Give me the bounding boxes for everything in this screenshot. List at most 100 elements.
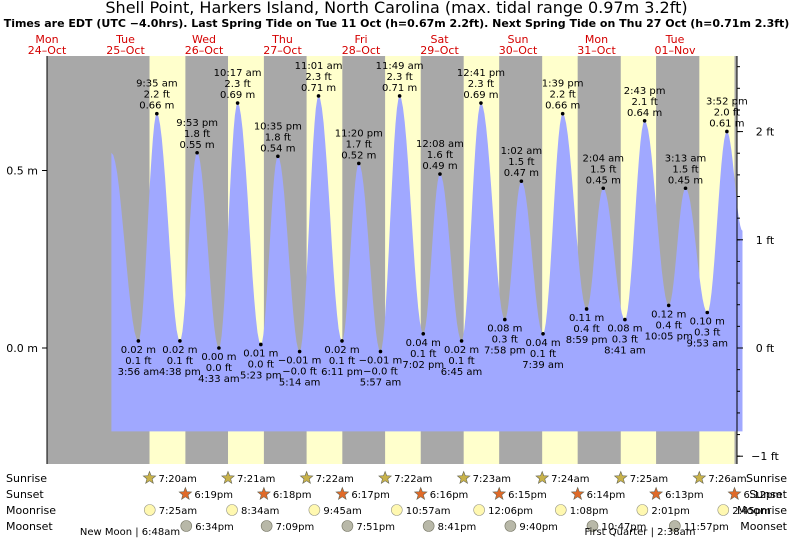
- astro-row-label-right: Sunrise: [746, 472, 787, 485]
- high-tide-point: [397, 94, 402, 98]
- moonset-time: 8:41pm: [438, 522, 477, 533]
- low-tide-point: [378, 349, 383, 354]
- low-tide-time: 9:53 am: [687, 339, 729, 350]
- high-tide-feet: 2.3 ft: [386, 72, 412, 83]
- low-tide-feet: 0.3 ft: [612, 335, 638, 346]
- high-tide-point: [683, 186, 688, 191]
- high-tide-point: [479, 101, 483, 105]
- low-tide-metres: 0.11 m: [569, 313, 604, 324]
- low-tide-point: [623, 317, 627, 322]
- sunset-time: 6:17pm: [351, 490, 390, 501]
- astro-row-label-right: Moonrise: [737, 504, 787, 517]
- moonset-icon: [422, 520, 435, 532]
- high-tide-metres: 0.69 m: [220, 90, 255, 101]
- day-date-label: 26–Oct: [185, 44, 224, 57]
- low-tide-feet: 0.1 ft: [125, 356, 151, 367]
- astro-row-label-right: Sunset: [749, 488, 787, 501]
- sunrise-icon: [142, 470, 157, 484]
- right-axis-label: 2 ft: [756, 126, 775, 139]
- low-tide-time: 8:41 am: [604, 346, 646, 357]
- moonrise-icon: [473, 504, 485, 516]
- moonset-icon: [341, 520, 354, 532]
- low-tide-time: 6:11 pm: [321, 367, 363, 378]
- moonset-icon: [180, 520, 193, 532]
- low-tide-feet: 0.1 ft: [167, 356, 193, 367]
- low-tide-point: [297, 349, 302, 354]
- low-tide-time: 3:56 am: [118, 367, 160, 378]
- high-tide-point: [357, 161, 361, 166]
- high-tide-feet: 2.3 ft: [224, 79, 250, 90]
- sunset-icon: [178, 486, 193, 500]
- tide-area: [111, 96, 743, 432]
- moonrise-time: 12:06pm: [488, 506, 533, 517]
- sunset-time: 6:15pm: [508, 490, 547, 501]
- right-axis-label: 0 ft: [756, 342, 775, 355]
- right-axis-label: 1 ft: [756, 234, 775, 247]
- low-tide-time: 7:02 pm: [402, 360, 444, 371]
- sunrise-time: 7:25am: [630, 474, 668, 485]
- high-tide-metres: 0.45 m: [668, 175, 703, 186]
- high-tide-time: 11:20 pm: [335, 128, 383, 139]
- moonrise-time: 7:25am: [159, 506, 197, 517]
- day-name-label: Mon: [35, 33, 58, 46]
- sunrise-time: 7:20am: [159, 474, 197, 485]
- high-tide-feet: 1.8 ft: [265, 132, 291, 143]
- moonrise-icon: [390, 504, 403, 516]
- low-tide-metres: −0.01 m: [359, 356, 403, 367]
- low-tide-metres: −0.01 m: [278, 356, 322, 367]
- low-tide-point: [136, 339, 141, 343]
- high-tide-point: [725, 129, 729, 134]
- low-tide-point: [259, 342, 263, 347]
- moonrise-time: 10:57am: [406, 506, 451, 517]
- high-tide-metres: 0.66 m: [139, 101, 174, 112]
- sunrise-icon: [613, 470, 628, 484]
- low-tide-time: 7:39 am: [522, 360, 564, 371]
- moonset-time: 11:57pm: [684, 522, 729, 533]
- high-tide-metres: 0.49 m: [422, 161, 457, 172]
- high-tide-metres: 0.55 m: [179, 140, 214, 151]
- sunset-time: 6:19pm: [194, 490, 233, 501]
- day-name-label: Tue: [115, 33, 135, 46]
- sunset-icon: [492, 486, 507, 500]
- moonset-icon: [260, 520, 273, 532]
- high-tide-feet: 2.3 ft: [305, 72, 331, 83]
- low-tide-metres: 0.02 m: [121, 345, 156, 356]
- astro-row-label-left: Moonrise: [6, 504, 56, 517]
- astro-row-label-left: Sunrise: [6, 472, 47, 485]
- high-tide-metres: 0.64 m: [627, 108, 662, 119]
- high-tide-time: 9:53 pm: [176, 118, 218, 129]
- day-name-label: Wed: [192, 33, 216, 46]
- high-tide-feet: 2.3 ft: [468, 79, 494, 90]
- high-tide-time: 2:04 am: [582, 153, 624, 164]
- high-tide-time: 2:43 pm: [624, 86, 666, 97]
- low-tide-metres: 0.08 m: [607, 324, 642, 335]
- sunset-icon: [649, 486, 664, 500]
- low-tide-metres: 0.00 m: [201, 352, 236, 363]
- high-tide-feet: 1.6 ft: [427, 150, 453, 161]
- low-tide-point: [541, 332, 545, 336]
- low-tide-feet: −0.0 ft: [363, 367, 398, 378]
- moonset-time: 7:09pm: [276, 522, 315, 533]
- low-tide-metres: 0.01 m: [243, 348, 278, 359]
- moon-phase-label: First Quarter | 2:38am: [585, 527, 696, 538]
- high-tide-time: 1:39 pm: [542, 79, 584, 90]
- sunrise-time: 7:26am: [708, 474, 746, 485]
- moonrise-icon: [717, 504, 730, 516]
- low-tide-point: [340, 339, 344, 343]
- low-tide-point: [705, 310, 710, 315]
- high-tide-feet: 1.5 ft: [590, 164, 616, 175]
- day-date-label: 24–Oct: [28, 44, 67, 57]
- moonrise-time: 2:01pm: [651, 506, 690, 517]
- high-tide-metres: 0.47 m: [504, 168, 539, 179]
- high-tide-point: [560, 111, 565, 116]
- sunrise-icon: [378, 470, 393, 484]
- low-tide-feet: 0.3 ft: [694, 328, 720, 339]
- low-tide-feet: 0.1 ft: [329, 356, 355, 367]
- left-axis-label: 0.5 m: [6, 165, 38, 178]
- sunset-icon: [335, 486, 350, 500]
- high-tide-feet: 2.1 ft: [631, 97, 657, 108]
- low-tide-point: [584, 307, 589, 311]
- low-tide-time: 4:38 pm: [159, 367, 201, 378]
- sunrise-icon: [456, 470, 471, 484]
